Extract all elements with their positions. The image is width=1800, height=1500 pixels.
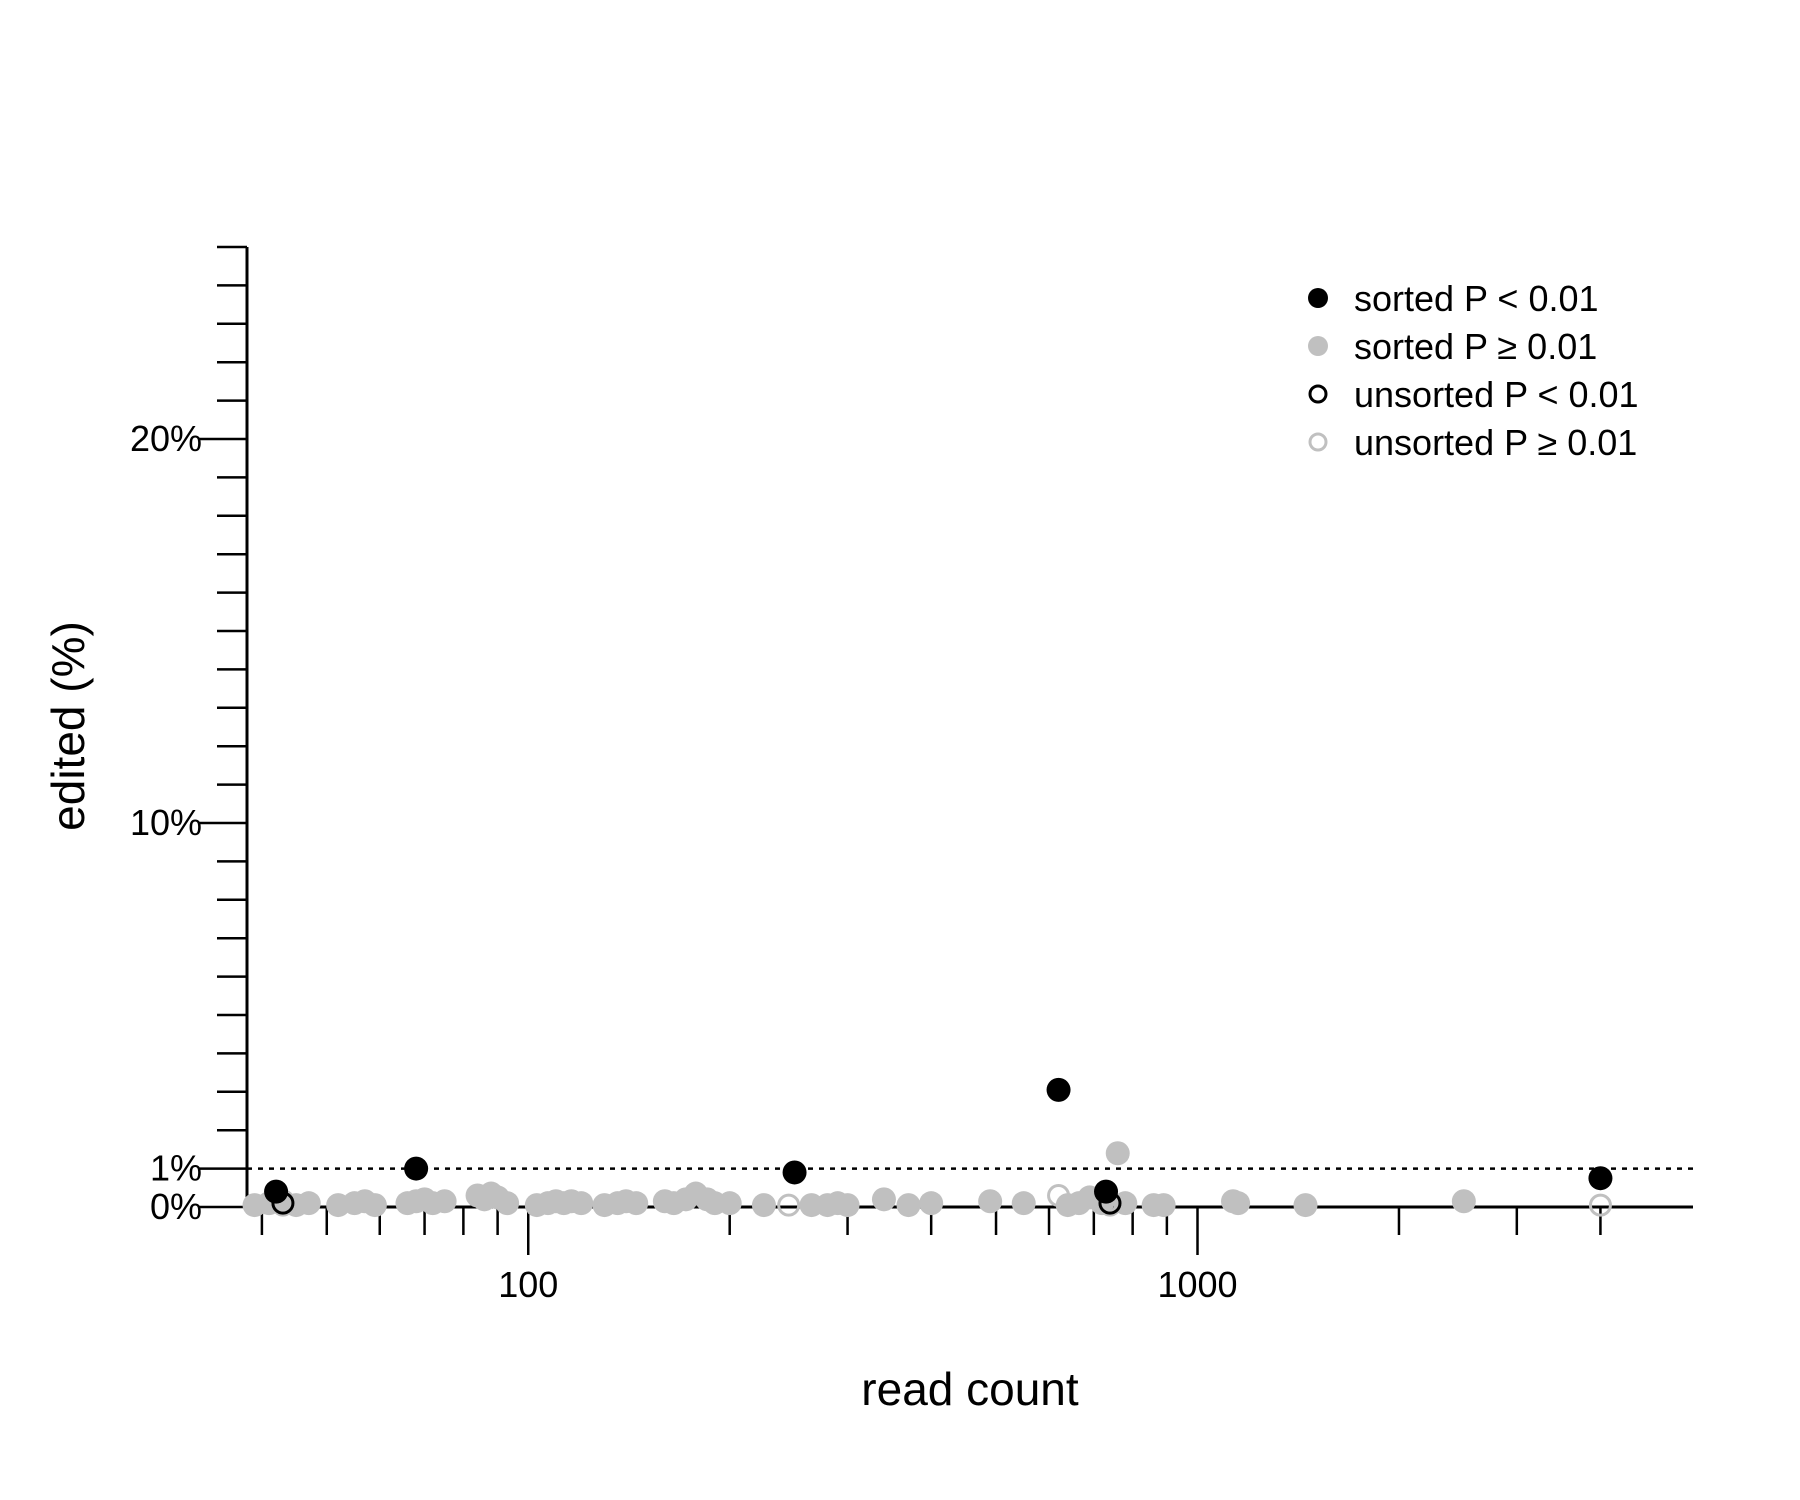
data-point (624, 1191, 649, 1216)
data-point (978, 1189, 1003, 1214)
data-point (1588, 1166, 1613, 1191)
data-point (1293, 1193, 1318, 1218)
x-tick-label: 1000 (1157, 1264, 1237, 1305)
data-point (919, 1191, 944, 1216)
legend-marker (1308, 288, 1328, 308)
data-point (1047, 1183, 1071, 1207)
y-tick-label: 1% (150, 1148, 202, 1189)
data-point (896, 1193, 921, 1218)
data-point (1151, 1193, 1176, 1218)
data-point (264, 1179, 289, 1204)
data-point (751, 1193, 776, 1218)
data-point (717, 1191, 742, 1216)
x-tick-label: 100 (498, 1264, 558, 1305)
data-point (362, 1193, 387, 1218)
data-point (777, 1193, 801, 1217)
data-point (432, 1189, 457, 1214)
legend-marker (1308, 432, 1328, 452)
data-point (653, 1189, 677, 1213)
legend-marker (1308, 336, 1328, 356)
data-point (1226, 1191, 1251, 1216)
data-point (495, 1191, 520, 1216)
data-point (1094, 1179, 1119, 1204)
data-point (1588, 1193, 1612, 1217)
legend-marker (1308, 384, 1328, 404)
y-tick-label: 0% (150, 1186, 202, 1227)
y-tick-label: 20% (130, 418, 202, 459)
y-tick-label: 10% (130, 802, 202, 843)
x-axis-title: read count (861, 1363, 1079, 1415)
data-point (871, 1187, 896, 1212)
legend: sorted P < 0.01 sorted P ≥ 0.01 unsorted P… (1308, 278, 1639, 463)
data-point (1011, 1191, 1036, 1216)
data-point (835, 1193, 860, 1218)
legend-label: sorted P ≥ 0.01 (1354, 326, 1597, 367)
data-point (296, 1191, 321, 1216)
axes: 0%1% 10% 20% 100 1000 (130, 245, 1693, 1305)
legend-label: sorted P < 0.01 (1354, 278, 1599, 319)
y-axis-title: edited (%) (42, 621, 94, 831)
data-points (242, 1077, 1613, 1218)
legend-label: unsorted P ≥ 0.01 (1354, 422, 1637, 463)
data-point (1451, 1189, 1476, 1214)
data-point (782, 1160, 807, 1185)
legend-label: unsorted P < 0.01 (1354, 374, 1639, 415)
data-point (1105, 1141, 1130, 1166)
data-point (569, 1191, 594, 1216)
data-point (1046, 1077, 1071, 1102)
data-point (404, 1156, 429, 1181)
